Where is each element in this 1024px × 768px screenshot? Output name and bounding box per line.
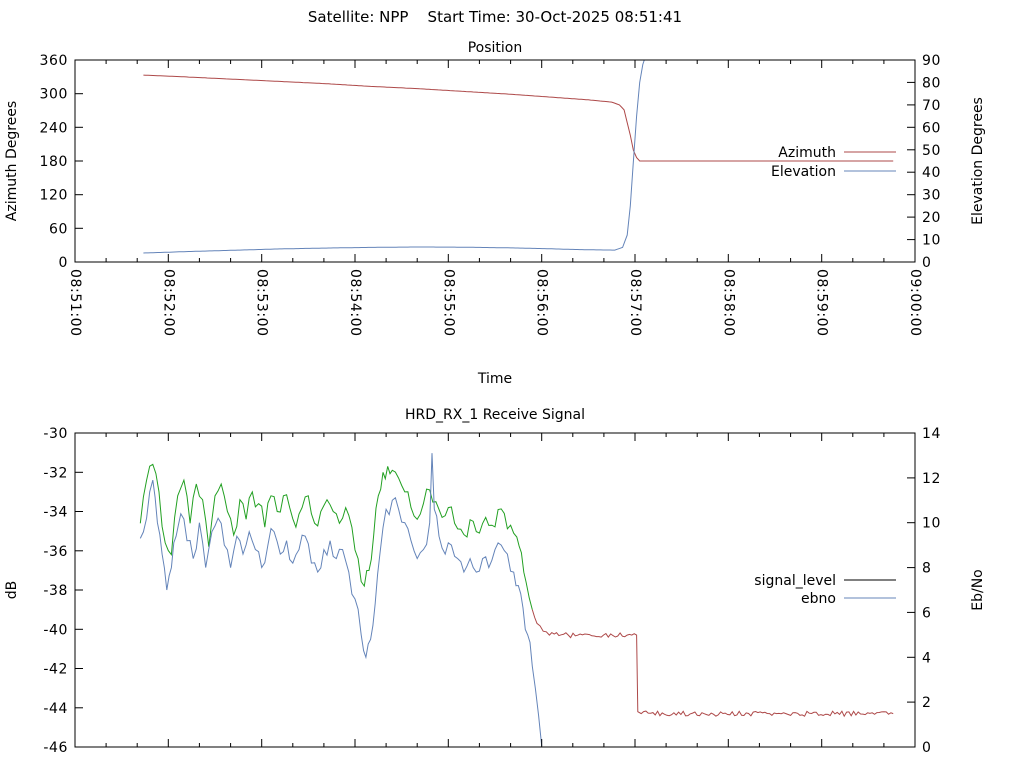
- series-Elevation: [143, 59, 645, 254]
- y-right-tick-label: 2: [922, 695, 932, 711]
- y-left-tick-label: -38: [43, 583, 68, 599]
- y-right-tick-label: 90: [922, 53, 941, 69]
- y-right-tick-label: 0: [922, 255, 932, 271]
- x-tick-label: 08:59:00: [814, 269, 830, 337]
- series-layer: [143, 59, 894, 254]
- y-left-tick-label: -32: [43, 465, 68, 481]
- series-layer: [139, 453, 894, 746]
- y-right-tick-label: 0: [922, 740, 932, 756]
- page-title: Satellite: NPP Start Time: 30-Oct-2025 0…: [307, 8, 683, 26]
- y-left-tick-label: 60: [49, 221, 68, 237]
- y-right-tick-label: 20: [922, 210, 941, 226]
- y-left-tick-label: -40: [43, 622, 68, 638]
- y-left-tick-label: 300: [39, 87, 68, 103]
- y-right-tick-label: 30: [922, 188, 941, 204]
- y-left-tick-label: 360: [39, 53, 68, 69]
- y-left-tick-label: -42: [43, 662, 68, 678]
- y-right-tick-label: 6: [922, 605, 932, 621]
- y-right-tick-label: 60: [922, 120, 941, 136]
- y-right-tick-label: 12: [922, 471, 941, 487]
- elevation-axis-title: Elevation Degrees: [970, 97, 986, 225]
- x-ticks: [74, 433, 916, 747]
- x-tick-label: 08:58:00: [720, 269, 736, 337]
- legend-label-Azimuth: Azimuth: [778, 145, 836, 161]
- y-right-tick-label: 10: [922, 233, 941, 249]
- receive-signal-chart: HRD_RX_1 Receive Signal dB Eb/No -30 -32 -…: [4, 407, 986, 756]
- position-chart: Position Time Azimuth Degrees Elevation …: [4, 40, 986, 387]
- y-right-tick-label: 8: [922, 561, 932, 577]
- x-tick-label: 09:00:00: [907, 269, 923, 337]
- y-left-tick-label: 0: [58, 255, 68, 271]
- y-right-tick-label: 70: [922, 98, 941, 114]
- x-tick-label: 08:52:00: [160, 269, 176, 337]
- azimuth-axis-title: Azimuth Degrees: [4, 101, 20, 221]
- series-Azimuth: [143, 74, 894, 162]
- y-left-tick-label: 120: [39, 188, 68, 204]
- x-tick-label: 08:55:00: [440, 269, 456, 337]
- series-signal_level-post-pass: [531, 609, 894, 718]
- y-right-tick-label: 4: [922, 650, 932, 666]
- y-right-tick-label: 50: [922, 143, 941, 159]
- y-right-tick-label: 40: [922, 165, 941, 181]
- y-right-tick-label: 80: [922, 75, 941, 91]
- y-left-tick-label: -34: [43, 505, 68, 521]
- y-right-tick-label: 14: [922, 426, 941, 442]
- x-tick-label: 08:54:00: [347, 269, 363, 337]
- position-chart-title: Position: [468, 40, 523, 56]
- y-left-tick-label: -46: [43, 740, 68, 756]
- db-axis-title: dB: [4, 581, 20, 600]
- y-left-tick-label: 240: [39, 120, 68, 136]
- x-tick-label: 08:56:00: [534, 269, 550, 337]
- x-tick-label: 08:57:00: [627, 269, 643, 337]
- x-tick-label: 08:51:00: [67, 269, 83, 337]
- y-left-tick-label: 180: [39, 154, 68, 170]
- y-right-tick-label: 10: [922, 516, 941, 532]
- y-left-tick-label: -30: [43, 426, 68, 442]
- legend-label-ebno: ebno: [801, 591, 836, 607]
- series-signal_level-tracking: [139, 463, 533, 610]
- plot-frame: [74, 432, 916, 748]
- y-left-tick-label: -36: [43, 544, 68, 560]
- y-left-tick-label: -44: [43, 701, 68, 717]
- legend-label-signal_level: signal_level: [754, 573, 836, 589]
- series-ebno: [139, 453, 543, 746]
- position-x-axis-title: Time: [477, 371, 512, 387]
- x-tick-label: 08:53:00: [254, 269, 270, 337]
- ebno-axis-title: Eb/No: [970, 569, 986, 611]
- legend-label-Elevation: Elevation: [771, 164, 836, 180]
- signal-chart-title: HRD_RX_1 Receive Signal: [405, 407, 585, 423]
- x-ticks: [74, 60, 916, 262]
